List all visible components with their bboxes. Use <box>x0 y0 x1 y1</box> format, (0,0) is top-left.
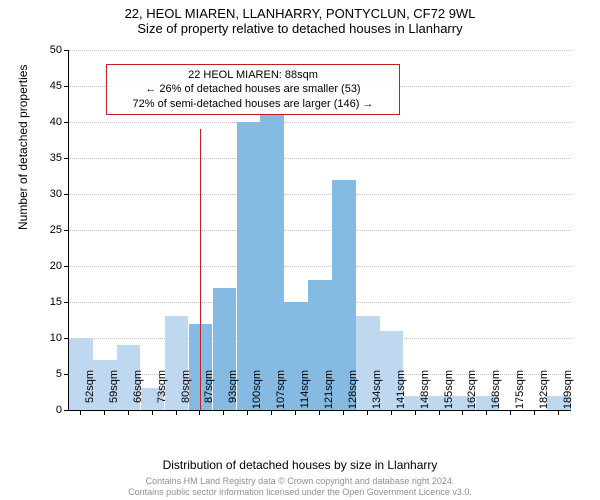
xtick-label: 168sqm <box>490 370 502 415</box>
xtick-label: 59sqm <box>108 370 120 415</box>
xtick-label: 175sqm <box>514 370 526 415</box>
gridline <box>69 194 571 195</box>
xtick-label: 141sqm <box>395 370 407 415</box>
xtick-label: 52sqm <box>84 370 96 415</box>
ytick-mark <box>64 266 69 267</box>
xtick-label: 80sqm <box>180 370 192 415</box>
xtick-mark <box>391 410 392 415</box>
x-axis-label: Distribution of detached houses by size … <box>0 458 600 472</box>
xtick-mark <box>80 410 81 415</box>
ytick-label: 25 <box>32 224 62 236</box>
xtick-label: 134sqm <box>371 370 383 415</box>
xtick-mark <box>415 410 416 415</box>
histogram-bar <box>237 122 260 410</box>
ytick-mark <box>64 50 69 51</box>
xtick-label: 107sqm <box>275 370 287 415</box>
xtick-label: 128sqm <box>347 370 359 415</box>
info-box: 22 HEOL MIAREN: 88sqm ← 26% of detached … <box>106 64 400 115</box>
ytick-mark <box>64 230 69 231</box>
ytick-mark <box>64 122 69 123</box>
xtick-label: 182sqm <box>538 370 550 415</box>
xtick-mark <box>199 410 200 415</box>
xtick-mark <box>223 410 224 415</box>
chart-container: 22 HEOL MIAREN: 88sqm ← 26% of detached … <box>68 50 570 410</box>
ytick-mark <box>64 302 69 303</box>
gridline <box>69 266 571 267</box>
ytick-label: 20 <box>32 260 62 272</box>
xtick-label: 114sqm <box>299 370 311 415</box>
xtick-mark <box>486 410 487 415</box>
marker-line <box>200 129 201 410</box>
ytick-label: 15 <box>32 296 62 308</box>
xtick-label: 189sqm <box>562 370 574 415</box>
page-address-title: 22, HEOL MIAREN, LLANHARRY, PONTYCLUN, C… <box>0 6 600 21</box>
xtick-mark <box>104 410 105 415</box>
ytick-label: 45 <box>32 80 62 92</box>
ytick-label: 10 <box>32 332 62 344</box>
xtick-mark <box>534 410 535 415</box>
footer-line-2: Contains public sector information licen… <box>0 487 600 498</box>
xtick-mark <box>510 410 511 415</box>
xtick-label: 73sqm <box>156 370 168 415</box>
xtick-mark <box>295 410 296 415</box>
xtick-mark <box>319 410 320 415</box>
xtick-label: 93sqm <box>227 370 239 415</box>
ytick-label: 0 <box>32 404 62 416</box>
gridline <box>69 122 571 123</box>
footer-line-1: Contains HM Land Registry data © Crown c… <box>0 476 600 487</box>
xtick-label: 148sqm <box>419 370 431 415</box>
ytick-mark <box>64 86 69 87</box>
xtick-label: 100sqm <box>251 370 263 415</box>
xtick-label: 155sqm <box>443 370 455 415</box>
xtick-mark <box>558 410 559 415</box>
xtick-mark <box>271 410 272 415</box>
gridline <box>69 158 571 159</box>
xtick-mark <box>439 410 440 415</box>
gridline <box>69 230 571 231</box>
info-line-1: 22 HEOL MIAREN: 88sqm <box>113 68 393 82</box>
histogram-bar <box>260 115 283 410</box>
xtick-mark <box>152 410 153 415</box>
xtick-label: 87sqm <box>203 370 215 415</box>
ytick-mark <box>64 158 69 159</box>
xtick-mark <box>176 410 177 415</box>
ytick-label: 30 <box>32 188 62 200</box>
y-axis-label: Number of detached properties <box>16 65 30 230</box>
xtick-mark <box>128 410 129 415</box>
ytick-mark <box>64 194 69 195</box>
xtick-label: 121sqm <box>323 370 335 415</box>
ytick-mark <box>64 410 69 411</box>
page-subtitle: Size of property relative to detached ho… <box>0 21 600 36</box>
xtick-mark <box>367 410 368 415</box>
gridline <box>69 50 571 51</box>
ytick-label: 40 <box>32 116 62 128</box>
xtick-mark <box>343 410 344 415</box>
ytick-label: 5 <box>32 368 62 380</box>
xtick-label: 162sqm <box>466 370 478 415</box>
xtick-label: 66sqm <box>132 370 144 415</box>
info-line-3: 72% of semi-detached houses are larger (… <box>113 97 393 111</box>
info-line-2: ← 26% of detached houses are smaller (53… <box>113 82 393 96</box>
xtick-mark <box>247 410 248 415</box>
footer: Contains HM Land Registry data © Crown c… <box>0 476 600 498</box>
ytick-label: 50 <box>32 44 62 56</box>
xtick-mark <box>462 410 463 415</box>
ytick-label: 35 <box>32 152 62 164</box>
